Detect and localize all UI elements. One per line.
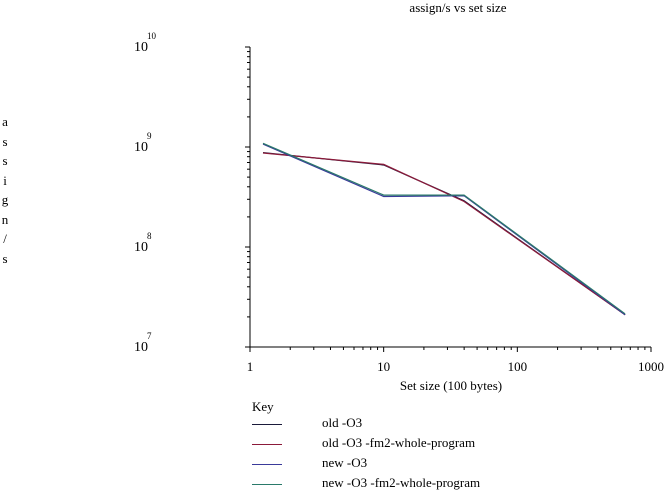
y-tick-exponent: 9 xyxy=(147,131,152,141)
legend-item: old -O3 xyxy=(252,415,552,435)
y-tick-label: 10 xyxy=(134,340,148,355)
legend-swatch xyxy=(252,484,282,485)
y-axis-label-char: s xyxy=(2,250,8,266)
series-line-1 xyxy=(262,152,626,316)
series-line-2 xyxy=(262,152,626,316)
legend-label: old -O3 -fm2-whole-program xyxy=(322,435,476,450)
legend-item: new -O3 -fm2-whole-program xyxy=(252,475,552,495)
y-axis-label-char: s xyxy=(2,133,8,149)
y-axis-label-char: / xyxy=(3,231,7,246)
series-line-4 xyxy=(262,142,626,315)
y-axis-label-char: n xyxy=(1,211,9,227)
x-tick-label: 100 xyxy=(508,359,528,374)
legend-item: old -O3 -fm2-whole-program xyxy=(252,435,552,455)
y-tick-label: 10 xyxy=(134,40,148,55)
y-tick-label: 10 xyxy=(134,140,148,155)
legend-swatch xyxy=(252,424,282,425)
y-axis-label-char: i xyxy=(3,172,7,188)
y-tick-exponent: 10 xyxy=(147,31,157,41)
legend-label: new -O3 -fm2-whole-program xyxy=(322,475,481,490)
chart-title: assign/s vs set size xyxy=(409,0,506,15)
series-lines xyxy=(262,142,626,316)
legend-label: new -O3 xyxy=(322,455,368,470)
x-tick-labels: 1 10 100 1000 xyxy=(247,359,664,374)
legend-swatch xyxy=(252,464,282,465)
legend-item: new -O3 xyxy=(252,455,552,475)
y-axis-label-char: g xyxy=(1,192,9,207)
legend-title: Key xyxy=(252,399,274,414)
x-tick-label: 10 xyxy=(377,359,390,374)
legend-swatch xyxy=(252,444,282,445)
y-tick-label: 10 xyxy=(134,240,148,255)
y-tick-exponent: 8 xyxy=(147,231,152,241)
x-tick-label: 1 xyxy=(247,359,254,374)
y-tick-exponent: 7 xyxy=(147,331,152,341)
y-axis-label: a s s i g n / s xyxy=(0,112,10,268)
axes xyxy=(245,46,652,352)
series-line-3 xyxy=(262,143,626,316)
y-axis-label-char: s xyxy=(2,153,8,168)
x-axis-label: Set size (100 bytes) xyxy=(400,378,502,393)
y-axis-label-char: a xyxy=(2,114,8,129)
x-tick-label: 1000 xyxy=(638,359,664,374)
legend-label: old -O3 xyxy=(322,415,363,430)
